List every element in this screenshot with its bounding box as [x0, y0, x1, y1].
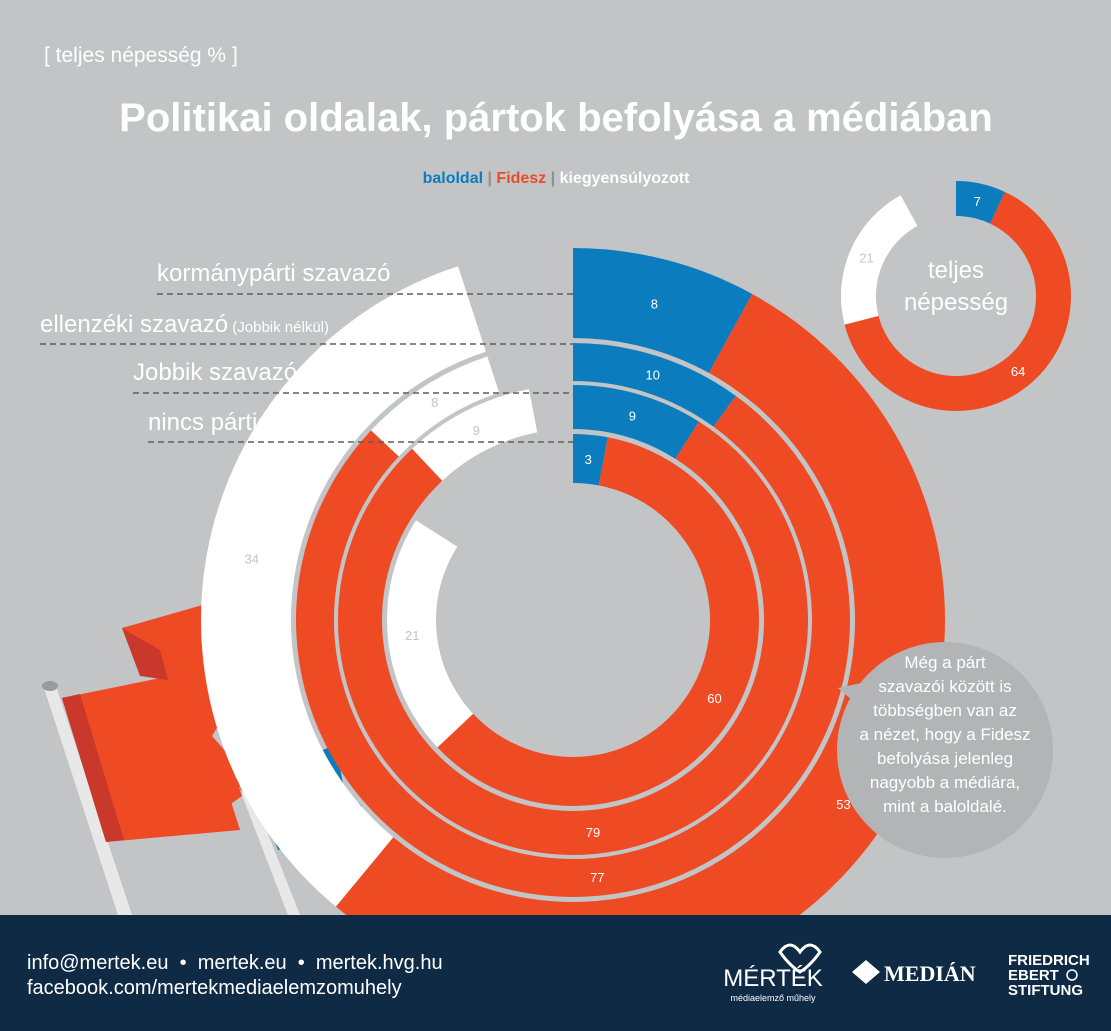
data-label: 53 [836, 797, 850, 812]
footer [0, 915, 1111, 1031]
small-data-label: 21 [859, 250, 873, 265]
row-labels: kormánypárti szavazó ellenzéki szavazó (J… [40, 260, 573, 443]
small-segment-baloldal [956, 181, 1005, 224]
callout-bubble: Még a párt szavazói között is többségben v… [837, 642, 1053, 858]
segment-kiegyensulyozott [412, 389, 538, 481]
footer-contacts[interactable]: info@mertek.eu • mertek.eu • mertek.hvg.… [27, 952, 443, 974]
segment-fidesz [437, 437, 759, 807]
data-label: 8 [651, 296, 658, 311]
segment-baloldal [573, 385, 699, 459]
fes-logo: FRIEDRICH EBERT STIFTUNG [1008, 952, 1090, 999]
row-label: kormánypárti szavazó [157, 260, 390, 287]
legend-separator: | [551, 170, 555, 187]
subtitle: [ teljes népesség % ] [44, 44, 238, 67]
data-label: 34 [245, 552, 259, 567]
ring-2: 10 77 8 [296, 343, 851, 897]
legend-item-baloldal: baloldal [423, 170, 483, 187]
small-data-label: 64 [1011, 364, 1025, 379]
mertek-logo-text: MÉRTÉK [723, 965, 823, 992]
data-label: 60 [707, 691, 721, 706]
data-label: 21 [405, 628, 419, 643]
small-donut-title: népesség [904, 289, 1008, 316]
data-label: 9 [629, 408, 636, 423]
median-logo-text: MEDIÁN [884, 961, 976, 986]
data-label: 77 [590, 870, 604, 885]
segment-fidesz [335, 294, 946, 993]
ring-4: 3 60 21 [387, 434, 759, 807]
small-segment-fidesz [844, 191, 1071, 411]
row-label: Jobbik szavazó [133, 359, 297, 386]
page-title: Politikai oldalak, pártok befolyása a mé… [119, 96, 993, 140]
segment-baloldal [573, 343, 736, 427]
small-donut-title: teljes [928, 257, 984, 284]
fes-logo-line3: STIFTUNG [1008, 982, 1083, 999]
legend-separator: | [487, 170, 491, 187]
small-data-label: 7 [974, 194, 981, 209]
small-segment-kiegyensulyozott [841, 195, 918, 325]
mertek-logo-sub: médiaelemző műhely [730, 993, 816, 1003]
data-label: 9 [473, 423, 480, 438]
segment-kiegyensulyozott [200, 266, 486, 907]
nested-donut-chart: 8 53 34 10 77 8 9 79 9 3 60 21 [200, 248, 946, 993]
segment-baloldal [573, 248, 753, 373]
legend: baloldal | Fidesz | kiegyensúlyozott [423, 170, 691, 187]
ring-1: 8 53 34 [200, 248, 946, 993]
segment-kiegyensulyozott [387, 520, 474, 748]
fes-logo-line2: EBERT [1008, 967, 1059, 984]
data-label: 79 [586, 825, 600, 840]
segment-kiegyensulyozott [371, 356, 500, 457]
footer-facebook[interactable]: facebook.com/mertekmediaelemzomuhely [27, 977, 402, 999]
legend-item-fidesz: Fidesz [496, 170, 546, 187]
legend-item-kiegyensulyozott: kiegyensúlyozott [560, 170, 690, 187]
mertek-logo: MÉRTÉK médiaelemző műhely [723, 943, 823, 1003]
total-population-donut: 7 64 21 teljes népesség [841, 181, 1071, 411]
median-logo: MEDIÁN [852, 960, 976, 986]
data-label: 8 [431, 395, 438, 410]
data-label: 3 [585, 452, 592, 467]
segment-baloldal [573, 434, 608, 486]
callout-text: Még a párt szavazói között is többségben v… [859, 653, 1030, 816]
row-label: nincs pártja [148, 409, 271, 436]
row-label: ellenzéki szavazó (Jobbik nélkül) [40, 311, 329, 338]
fes-logo-line1: FRIEDRICH [1008, 952, 1090, 969]
data-label: 10 [645, 368, 659, 383]
ring-3: 9 79 9 [338, 385, 808, 856]
